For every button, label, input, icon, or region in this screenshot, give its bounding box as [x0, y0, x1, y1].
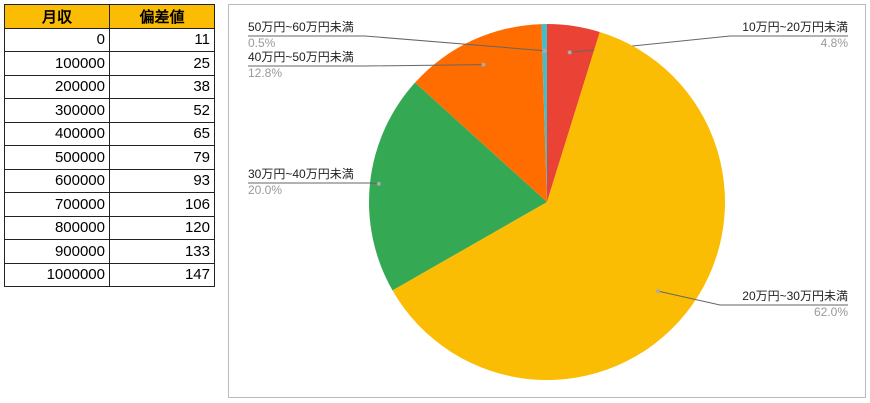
leader-line: [657, 290, 848, 306]
table-row: 500000 79: [4, 145, 215, 170]
table-cell[interactable]: 79: [109, 145, 215, 170]
table-cell[interactable]: 133: [109, 239, 215, 264]
table-row: 600000 93: [4, 168, 215, 193]
table-cell[interactable]: 106: [109, 192, 215, 217]
table-row: 1000000 147: [4, 262, 215, 287]
table-cell[interactable]: 11: [109, 27, 215, 52]
table-row: 900000 133: [4, 239, 215, 264]
table-cell[interactable]: 38: [109, 74, 215, 99]
slice-percent: 12.8%: [248, 66, 282, 80]
table-row: 0 11: [4, 27, 215, 52]
slice-percent: 62.0%: [814, 305, 848, 319]
data-table: 月収 偏差値 0 11 100000 25 200000 38 300000 52 400000 6…: [4, 4, 215, 287]
leader-line: [248, 35, 545, 52]
pie-slice[interactable]: [415, 24, 547, 202]
table-cell[interactable]: 600000: [4, 168, 110, 193]
slice-percent: 0.5%: [248, 36, 276, 50]
slice-label: 20万円~30万円未満: [742, 289, 848, 303]
leader-dot: [481, 62, 486, 67]
header-deviation[interactable]: 偏差値: [109, 4, 215, 29]
leader-dot: [376, 181, 381, 186]
pie-slice[interactable]: [541, 24, 547, 202]
table-cell[interactable]: 200000: [4, 74, 110, 99]
table-cell[interactable]: 1000000: [4, 262, 110, 287]
slice-label: 50万円~60万円未満: [248, 20, 354, 34]
table-cell[interactable]: 52: [109, 98, 215, 123]
table-cell[interactable]: 900000: [4, 239, 110, 264]
table-row: 100000 25: [4, 51, 215, 76]
slice-percent: 20.0%: [248, 183, 282, 197]
table-row: 700000 106: [4, 192, 215, 217]
leader-line: [248, 182, 379, 185]
table-cell[interactable]: 120: [109, 215, 215, 240]
slice-label: 40万円~50万円未満: [248, 50, 354, 64]
leader-dot: [567, 50, 572, 55]
leader-dot: [656, 289, 661, 294]
table-cell[interactable]: 400000: [4, 121, 110, 146]
slice-label: 30万円~40万円未満: [248, 167, 354, 181]
table-cell[interactable]: 147: [109, 262, 215, 287]
table-cell[interactable]: 100000: [4, 51, 110, 76]
leader-line: [248, 64, 484, 67]
table-row: 400000 65: [4, 121, 215, 146]
slice-percent: 4.8%: [821, 36, 849, 50]
pie-slice[interactable]: [392, 32, 726, 380]
leader-dot: [542, 48, 547, 53]
table-row: 800000 120: [4, 215, 215, 240]
pie-slice[interactable]: [547, 24, 600, 202]
slice-label: 10万円~20万円未満: [742, 20, 848, 34]
chart-frame[interactable]: [228, 4, 866, 398]
table-cell[interactable]: 700000: [4, 192, 110, 217]
table-cell[interactable]: 25: [109, 51, 215, 76]
header-income[interactable]: 月収: [4, 4, 110, 29]
table-row: 300000 52: [4, 98, 215, 123]
table-row: 200000 38: [4, 74, 215, 99]
pie-slice[interactable]: [369, 82, 547, 291]
table-cell[interactable]: 65: [109, 121, 215, 146]
